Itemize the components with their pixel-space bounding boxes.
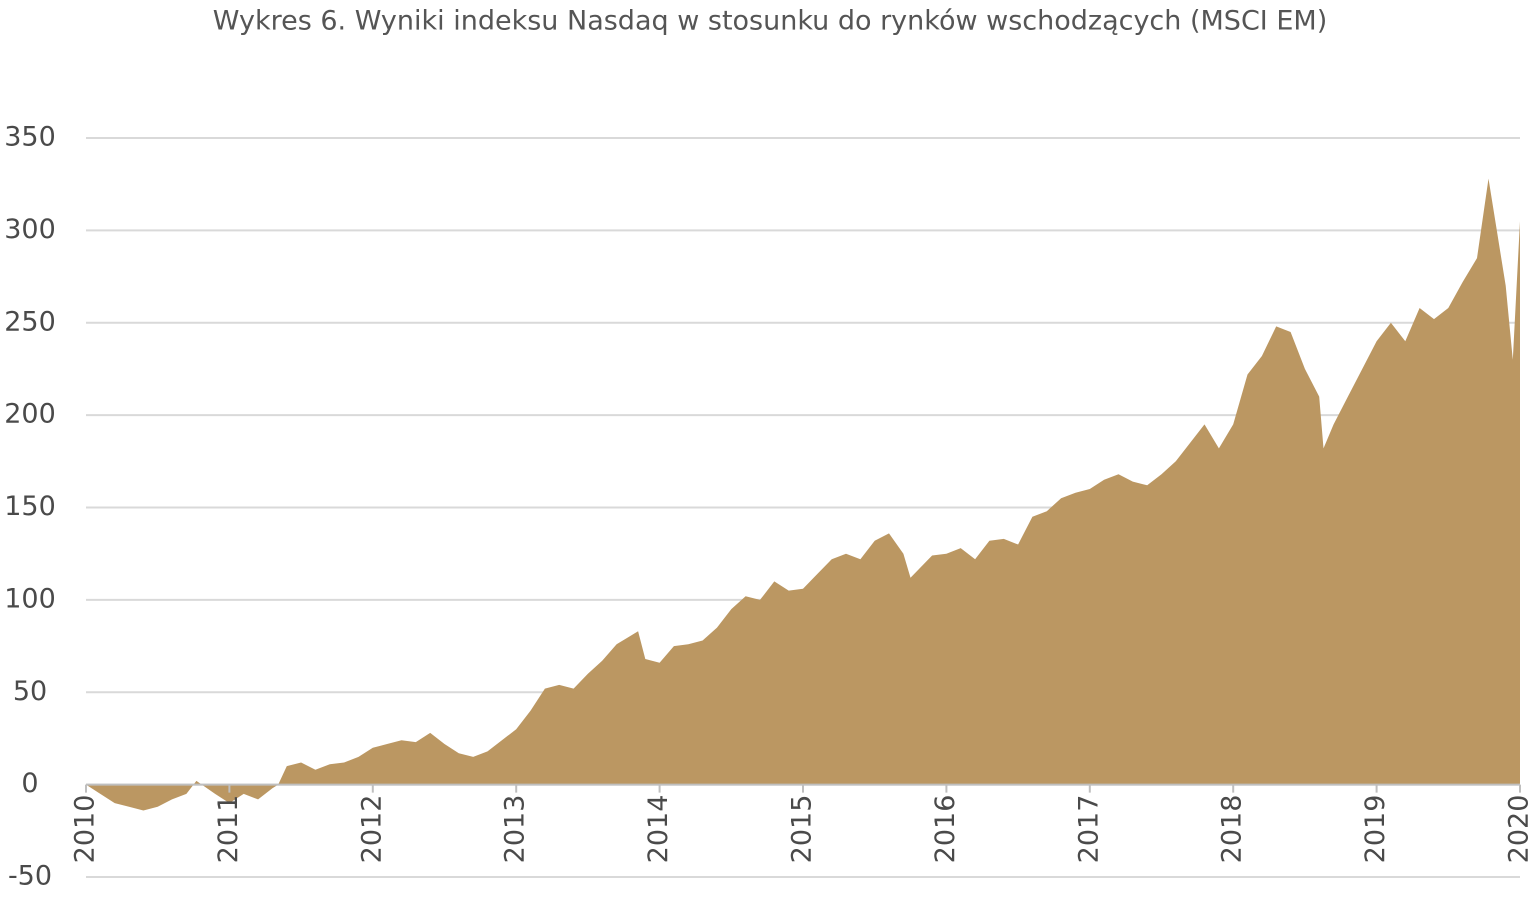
x-tick-label: 2013	[500, 795, 531, 864]
y-tick-label: -50	[8, 861, 52, 892]
x-tick-label: 2012	[356, 795, 387, 864]
x-tick-label: 2018	[1217, 795, 1248, 864]
y-tick-label: 250	[4, 306, 56, 337]
y-tick-label: 50	[13, 676, 47, 707]
area	[86, 178, 1520, 811]
x-tick-label: 2020	[1504, 795, 1535, 864]
y-tick-label: 150	[4, 491, 56, 522]
y-tick-label: 100	[4, 583, 56, 614]
y-tick-label: 0	[21, 768, 38, 799]
x-tick-label: 2014	[643, 795, 674, 864]
x-tick-label: 2017	[1073, 795, 1104, 864]
x-tick-label: 2015	[787, 795, 818, 864]
x-tick-label: 2010	[70, 795, 101, 864]
y-tick-label: 300	[4, 214, 56, 245]
y-tick-label: 200	[4, 399, 56, 430]
x-tick-label: 2016	[930, 795, 961, 864]
x-tick-label: 2011	[213, 795, 244, 864]
y-tick-label: 350	[4, 122, 56, 153]
chart-title: Wykres 6. Wyniki indeksu Nasdaq w stosun…	[213, 6, 1327, 37]
x-tick-label: 2019	[1360, 795, 1391, 864]
